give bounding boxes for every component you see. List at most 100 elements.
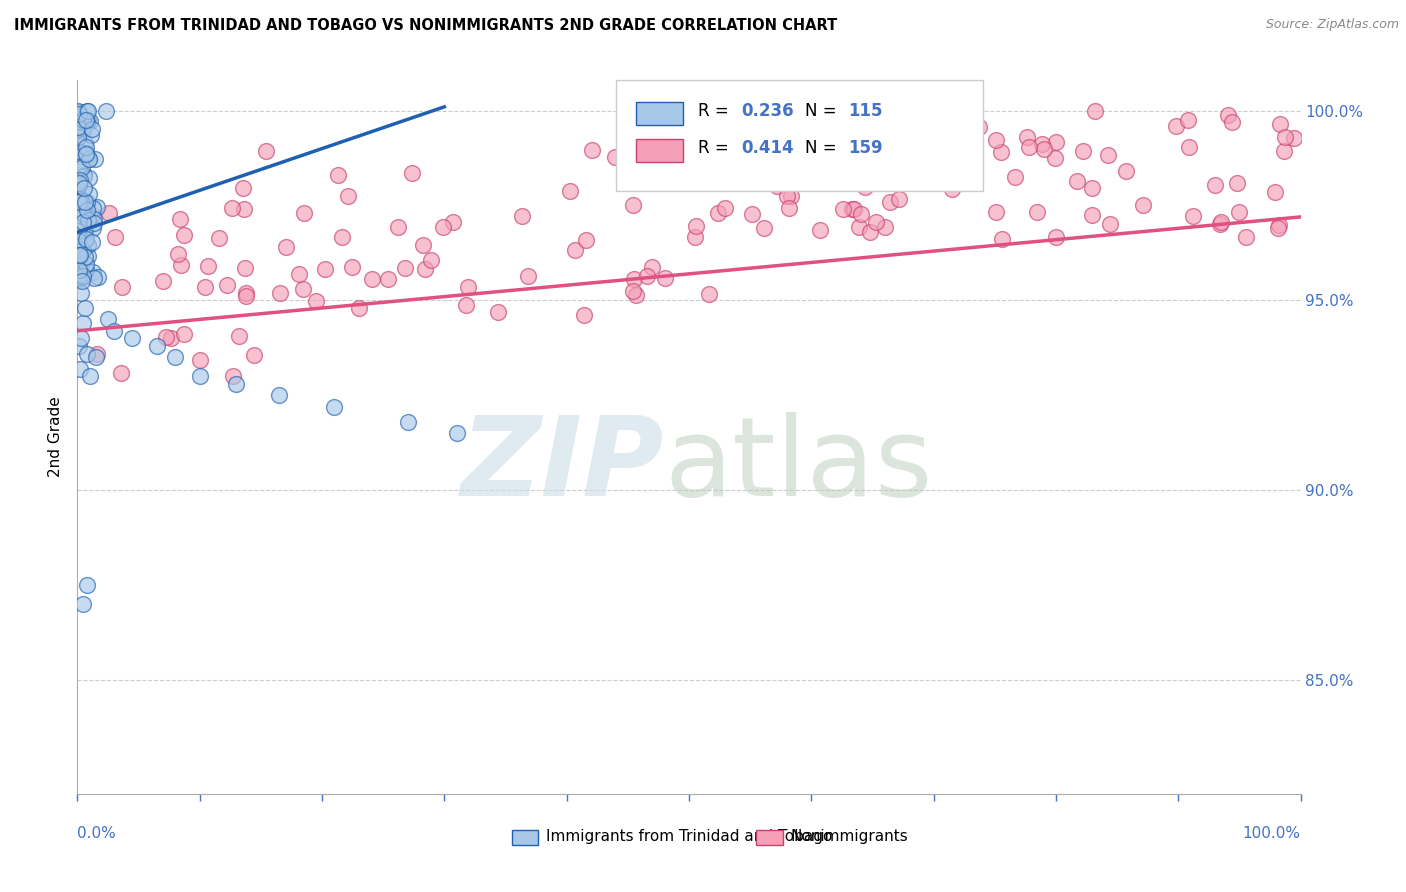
Point — [75, 223, 97, 237]
Point — [486, 305, 509, 319]
Point — [70, 257, 93, 271]
Point — [72, 208, 94, 222]
Point — [97, 312, 120, 326]
Point — [340, 260, 363, 275]
Point — [910, 104, 932, 119]
Point — [846, 162, 869, 177]
Point — [235, 261, 257, 276]
Point — [79, 187, 101, 202]
Point — [232, 202, 254, 216]
Point — [697, 287, 720, 301]
Point — [911, 170, 934, 185]
Point — [1164, 119, 1187, 133]
Point — [87, 269, 110, 284]
Point — [194, 280, 217, 294]
Point — [72, 597, 94, 611]
Text: IMMIGRANTS FROM TRINIDAD AND TOBAGO VS NONIMMIGRANTS 2ND GRADE CORRELATION CHART: IMMIGRANTS FROM TRINIDAD AND TOBAGO VS N… — [14, 18, 838, 33]
Point — [73, 301, 96, 315]
Point — [69, 162, 91, 177]
Text: Source: ZipAtlas.com: Source: ZipAtlas.com — [1265, 18, 1399, 31]
Point — [67, 339, 90, 353]
Point — [121, 331, 143, 345]
Point — [75, 250, 97, 264]
Point — [76, 112, 98, 127]
Point — [1274, 144, 1296, 158]
Point — [69, 194, 91, 208]
Point — [783, 136, 806, 151]
Point — [69, 272, 91, 286]
Point — [990, 145, 1012, 159]
Point — [621, 198, 644, 212]
Point — [1177, 112, 1199, 127]
FancyBboxPatch shape — [616, 80, 983, 191]
Point — [69, 228, 91, 243]
Point — [1234, 229, 1257, 244]
Point — [76, 195, 98, 210]
Point — [69, 248, 91, 262]
Point — [432, 219, 454, 234]
Point — [167, 247, 190, 261]
Point — [215, 277, 238, 292]
Point — [208, 231, 231, 245]
Point — [67, 178, 90, 193]
Point — [67, 234, 90, 248]
Point — [865, 215, 887, 229]
Point — [986, 133, 1008, 147]
Point — [75, 257, 97, 271]
Point — [82, 201, 104, 215]
Point — [1220, 115, 1243, 129]
Point — [188, 369, 211, 384]
Point — [714, 202, 737, 216]
Point — [155, 330, 177, 344]
Text: Immigrants from Trinidad and Tobago: Immigrants from Trinidad and Tobago — [546, 830, 832, 844]
Text: 0.0%: 0.0% — [77, 826, 117, 841]
Point — [146, 339, 169, 353]
Point — [1045, 151, 1067, 165]
Point — [941, 182, 963, 196]
Point — [77, 212, 100, 227]
Point — [67, 219, 90, 234]
Point — [1071, 144, 1094, 158]
Point — [396, 415, 419, 429]
Point — [776, 189, 799, 203]
Point — [765, 179, 787, 194]
Point — [67, 224, 90, 238]
Point — [443, 215, 465, 229]
Point — [66, 173, 89, 187]
Point — [75, 146, 97, 161]
Point — [1045, 135, 1067, 149]
Point — [67, 268, 90, 283]
Point — [292, 282, 315, 296]
Point — [76, 115, 98, 129]
Point — [1004, 170, 1026, 185]
Text: R =: R = — [697, 102, 734, 120]
Point — [75, 112, 97, 127]
Point — [69, 191, 91, 205]
Point — [75, 231, 97, 245]
Point — [80, 208, 103, 222]
Point — [292, 205, 315, 219]
Point — [326, 169, 349, 183]
Point — [67, 234, 90, 248]
Text: 115: 115 — [848, 102, 883, 120]
Point — [415, 262, 437, 277]
Point — [623, 271, 645, 285]
Text: Nonimmigrants: Nonimmigrants — [790, 830, 908, 844]
Point — [77, 152, 100, 166]
Point — [581, 144, 603, 158]
Point — [73, 180, 96, 194]
Point — [94, 103, 117, 118]
Point — [76, 578, 98, 592]
Point — [1264, 185, 1286, 199]
Point — [1204, 178, 1226, 193]
Point — [903, 127, 925, 141]
Point — [75, 146, 97, 161]
Point — [323, 400, 346, 414]
Point — [72, 244, 94, 258]
Point — [84, 351, 107, 365]
Point — [73, 136, 96, 151]
Point — [828, 158, 851, 172]
Text: 0.236: 0.236 — [741, 102, 794, 120]
Point — [702, 145, 724, 160]
Point — [387, 220, 409, 235]
